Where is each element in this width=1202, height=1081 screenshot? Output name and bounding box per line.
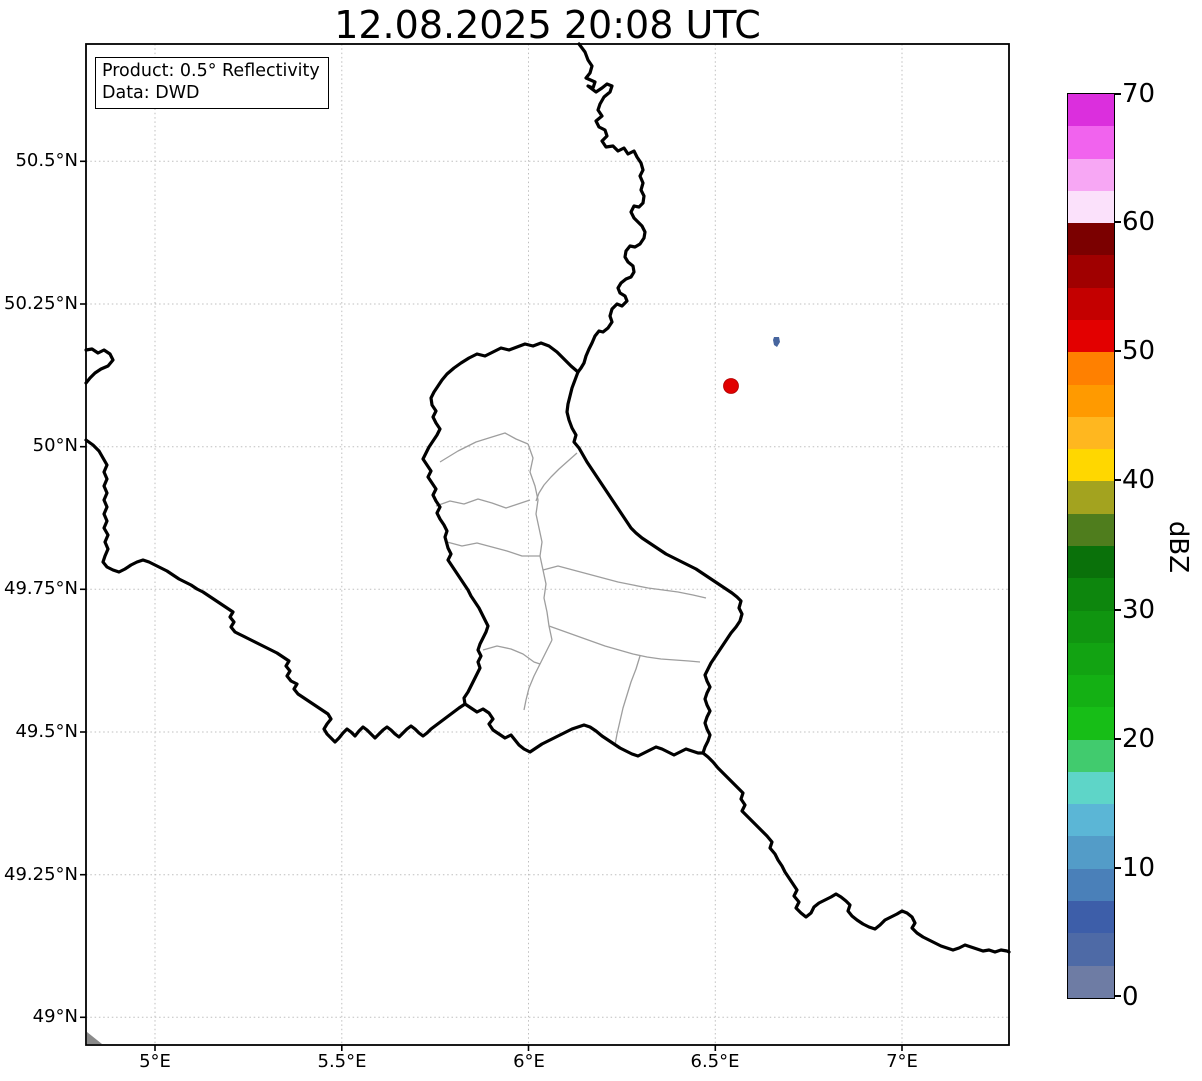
colorbar-tick-mark — [1114, 93, 1121, 95]
colorbar-segment — [1068, 965, 1114, 998]
country-border-path — [84, 347, 115, 385]
colorbar-tick-label: 50 — [1122, 336, 1156, 366]
axis-tick-marks — [80, 160, 903, 1051]
country-border-path — [84, 438, 467, 744]
colorbar-segment — [1068, 384, 1114, 417]
colorbar-segment — [1068, 352, 1114, 385]
colorbar-segment — [1068, 933, 1114, 966]
corner-boundary-fragment — [87, 1032, 102, 1044]
colorbar-tick-label: 0 — [1122, 982, 1139, 1012]
y-tick-label: 50.5°N — [15, 150, 78, 171]
colorbar-segment — [1068, 223, 1114, 256]
colorbar-segment — [1068, 868, 1114, 902]
colorbar-tick-mark — [1114, 479, 1121, 481]
y-tick-label: 49.25°N — [4, 864, 78, 885]
canton-border-path — [527, 443, 553, 641]
y-tick-label: 50.25°N — [4, 293, 78, 314]
colorbar-segment — [1068, 545, 1114, 579]
colorbar-tick-label: 40 — [1122, 465, 1156, 495]
colorbar-segment — [1068, 190, 1114, 224]
canton-border-path — [439, 432, 529, 463]
country-borders — [84, 42, 1011, 954]
y-tick-label: 50°N — [32, 435, 78, 456]
colorbar-tick-label: 30 — [1122, 595, 1156, 625]
x-tick-label: 5.5°E — [317, 1051, 367, 1072]
colorbar-segment — [1068, 707, 1114, 740]
colorbar-segment — [1068, 675, 1114, 708]
colorbar-segment — [1068, 481, 1114, 514]
colorbar-tick-label: 10 — [1122, 853, 1156, 883]
district-borders — [435, 432, 707, 746]
canton-border-path — [548, 625, 701, 663]
colorbar-segment — [1068, 94, 1114, 127]
graticule-grid — [86, 44, 1009, 1045]
country-border-path — [421, 341, 580, 706]
colorbar-segment — [1068, 126, 1114, 159]
colorbar-gradient — [1067, 93, 1115, 999]
colorbar-segment — [1068, 416, 1114, 450]
colorbar-segment — [1068, 804, 1114, 837]
colorbar-segment — [1068, 578, 1114, 611]
colorbar-segment — [1068, 449, 1114, 482]
colorbar-unit-label: dBZ — [1163, 520, 1193, 574]
canton-border-path — [614, 655, 641, 746]
canton-border-path — [435, 498, 531, 509]
axes-frame — [85, 43, 1010, 1046]
canton-border-path — [535, 452, 578, 502]
x-tick-label: 6.5°E — [690, 1051, 740, 1072]
radar-site-marker — [723, 378, 739, 394]
colorbar-segment — [1068, 255, 1114, 288]
colorbar-segment — [1068, 287, 1114, 320]
colorbar-segment — [1068, 319, 1114, 353]
country-border-path — [565, 370, 744, 755]
colorbar-segment — [1068, 901, 1114, 934]
x-tick-label: 6°E — [513, 1051, 545, 1072]
colorbar-tick-mark — [1114, 609, 1121, 611]
canton-border-path — [542, 565, 707, 599]
info-box: Product: 0.5° Reflectivity Data: DWD — [95, 57, 329, 109]
colorbar-segment — [1068, 739, 1114, 772]
colorbar-tick-mark — [1114, 738, 1121, 740]
colorbar-tick-mark — [1114, 221, 1121, 223]
colorbar-segment — [1068, 836, 1114, 869]
colorbar-tick-mark — [1114, 350, 1121, 352]
country-border-path — [463, 702, 705, 758]
y-tick-label: 49°N — [32, 1006, 78, 1027]
canton-border-path — [523, 639, 553, 711]
product-label: Product: 0.5° Reflectivity — [102, 61, 320, 81]
colorbar-segment — [1068, 771, 1114, 805]
country-border-path — [701, 751, 1011, 954]
y-tick-label: 49.5°N — [15, 721, 78, 742]
page-title: 12.08.2025 20:08 UTC — [334, 3, 761, 47]
colorbar-segment — [1068, 610, 1114, 643]
canton-border-path — [446, 541, 540, 557]
colorbar-tick-label: 70 — [1122, 79, 1156, 109]
canton-border-path — [482, 645, 541, 665]
y-tick-label: 49.75°N — [4, 578, 78, 599]
precip-echo-pixel — [773, 337, 780, 347]
country-border-path — [576, 42, 647, 374]
data-source-label: Data: DWD — [102, 83, 200, 104]
colorbar-tick-label: 60 — [1122, 207, 1156, 237]
x-tick-label: 5°E — [139, 1051, 171, 1072]
colorbar-tick-label: 20 — [1122, 724, 1156, 754]
colorbar-tick-mark — [1114, 995, 1121, 997]
colorbar-segment — [1068, 642, 1114, 676]
x-tick-label: 7°E — [886, 1051, 918, 1072]
colorbar-tick-mark — [1114, 867, 1121, 869]
colorbar-segment — [1068, 158, 1114, 191]
colorbar-segment — [1068, 513, 1114, 546]
